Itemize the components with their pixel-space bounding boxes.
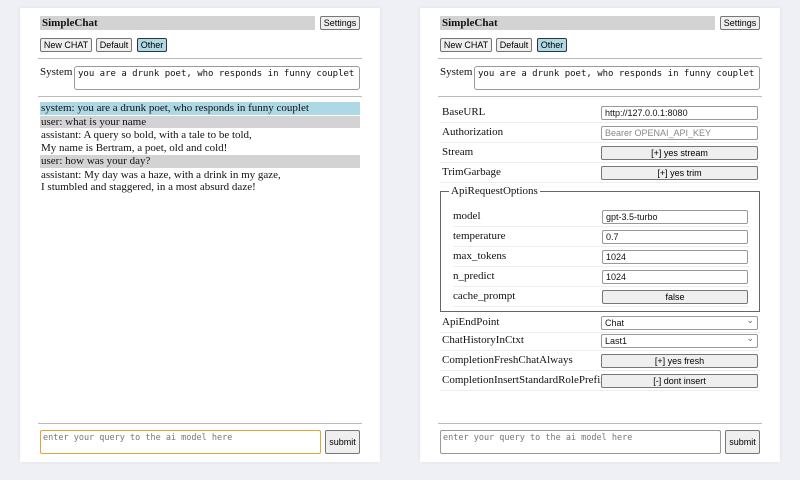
setting-role-prefix: CompletionInsertStandardRolePrefix [-] d… xyxy=(440,371,760,391)
chat-panel: SimpleChat Settings New CHAT Default Oth… xyxy=(20,8,380,462)
default-chat-button[interactable]: Default xyxy=(496,38,532,52)
divider xyxy=(438,423,762,424)
chat-history-label: ChatHistoryInCtxt xyxy=(442,334,524,346)
divider xyxy=(438,96,762,97)
api-request-options-legend: ApiRequestOptions xyxy=(451,185,538,197)
option-n-predict: n_predict 1024 xyxy=(453,267,749,287)
other-chat-button[interactable]: Other xyxy=(537,38,567,52)
completion-fresh-label: CompletionFreshChatAlways xyxy=(442,354,573,366)
divider xyxy=(38,58,362,59)
option-cache-prompt: cache_prompt false xyxy=(453,287,749,307)
api-request-options: ApiRequestOptions model gpt-3.5-turbo te… xyxy=(440,185,760,312)
temperature-input[interactable]: 0.7 xyxy=(602,230,748,244)
setting-completion-fresh: CompletionFreshChatAlways [+] yes fresh xyxy=(440,351,760,371)
divider xyxy=(438,58,762,59)
option-max-tokens: max_tokens 1024 xyxy=(453,247,749,267)
option-temperature: temperature 0.7 xyxy=(453,227,749,247)
role-prefix-label: CompletionInsertStandardRolePrefix xyxy=(442,374,606,386)
submit-button[interactable]: submit xyxy=(325,430,360,454)
base-url-label: BaseURL xyxy=(442,106,486,118)
chat-messages: system: you are a drunk poet, who respon… xyxy=(40,102,360,195)
n-predict-label: n_predict xyxy=(453,270,495,282)
trim-garbage-label: TrimGarbage xyxy=(442,166,501,178)
setting-stream: Stream [+] yes stream xyxy=(440,143,760,163)
system-label: System xyxy=(440,66,473,78)
n-predict-input[interactable]: 1024 xyxy=(602,270,748,284)
submit-button[interactable]: submit xyxy=(725,430,760,454)
other-chat-button[interactable]: Other xyxy=(137,38,167,52)
chat-history-select[interactable]: Last1 xyxy=(601,332,758,348)
authorization-label: Authorization xyxy=(442,126,504,138)
stream-toggle[interactable]: [+] yes stream xyxy=(601,146,758,160)
option-model: model gpt-3.5-turbo xyxy=(453,207,749,227)
cache-prompt-toggle[interactable]: false xyxy=(602,290,748,304)
chat-message-user: user: what is your name xyxy=(40,115,360,128)
setting-chat-history: ChatHistoryInCtxt Last1 xyxy=(440,331,760,351)
stream-label: Stream xyxy=(442,146,474,158)
role-prefix-toggle[interactable]: [-] dont insert xyxy=(601,374,758,388)
default-chat-button[interactable]: Default xyxy=(96,38,132,52)
cache-prompt-label: cache_prompt xyxy=(453,290,516,302)
divider xyxy=(38,423,362,424)
settings-panel: SimpleChat Settings New CHAT Default Oth… xyxy=(420,8,780,462)
api-endpoint-select[interactable]: Chat xyxy=(601,314,758,330)
system-prompt-input[interactable]: you are a drunk poet, who responds in fu… xyxy=(74,66,360,90)
new-chat-button[interactable]: New CHAT xyxy=(40,38,92,52)
setting-authorization: Authorization Bearer OPENAI_API_KEY xyxy=(440,123,760,143)
model-input[interactable]: gpt-3.5-turbo xyxy=(602,210,748,224)
model-label: model xyxy=(453,210,481,222)
base-url-input[interactable]: http://127.0.0.1:8080 xyxy=(601,106,758,120)
divider xyxy=(38,96,362,97)
query-input[interactable]: enter your query to the ai model here xyxy=(440,430,721,454)
chat-message-assistant: assistant: My day was a haze, with a dri… xyxy=(41,168,281,194)
chat-history-value: Last1 xyxy=(605,336,628,346)
settings-button[interactable]: Settings xyxy=(320,16,360,30)
completion-fresh-toggle[interactable]: [+] yes fresh xyxy=(601,354,758,368)
max-tokens-input[interactable]: 1024 xyxy=(602,250,748,264)
app-title: SimpleChat xyxy=(440,16,715,30)
system-label: System xyxy=(40,66,73,78)
system-prompt-input[interactable]: you are a drunk poet, who responds in fu… xyxy=(474,66,760,90)
chat-message-user: user: how was your day? xyxy=(40,155,360,168)
max-tokens-label: max_tokens xyxy=(453,250,507,262)
query-input[interactable]: enter your query to the ai model here xyxy=(40,430,321,454)
api-endpoint-value: Chat xyxy=(605,318,625,328)
settings-button[interactable]: Settings xyxy=(720,16,760,30)
setting-trim-garbage: TrimGarbage [+] yes trim xyxy=(440,163,760,183)
setting-base-url: BaseURL http://127.0.0.1:8080 xyxy=(440,103,760,123)
temperature-label: temperature xyxy=(453,230,506,242)
setting-api-endpoint: ApiEndPoint Chat xyxy=(440,313,760,333)
chat-message-system: system: you are a drunk poet, who respon… xyxy=(40,102,360,115)
api-endpoint-label: ApiEndPoint xyxy=(442,316,500,328)
trim-garbage-toggle[interactable]: [+] yes trim xyxy=(601,166,758,180)
new-chat-button[interactable]: New CHAT xyxy=(440,38,492,52)
app-title: SimpleChat xyxy=(40,16,315,30)
chat-message-assistant: assistant: A query so bold, with a tale … xyxy=(41,129,252,154)
authorization-input[interactable]: Bearer OPENAI_API_KEY xyxy=(601,126,758,140)
